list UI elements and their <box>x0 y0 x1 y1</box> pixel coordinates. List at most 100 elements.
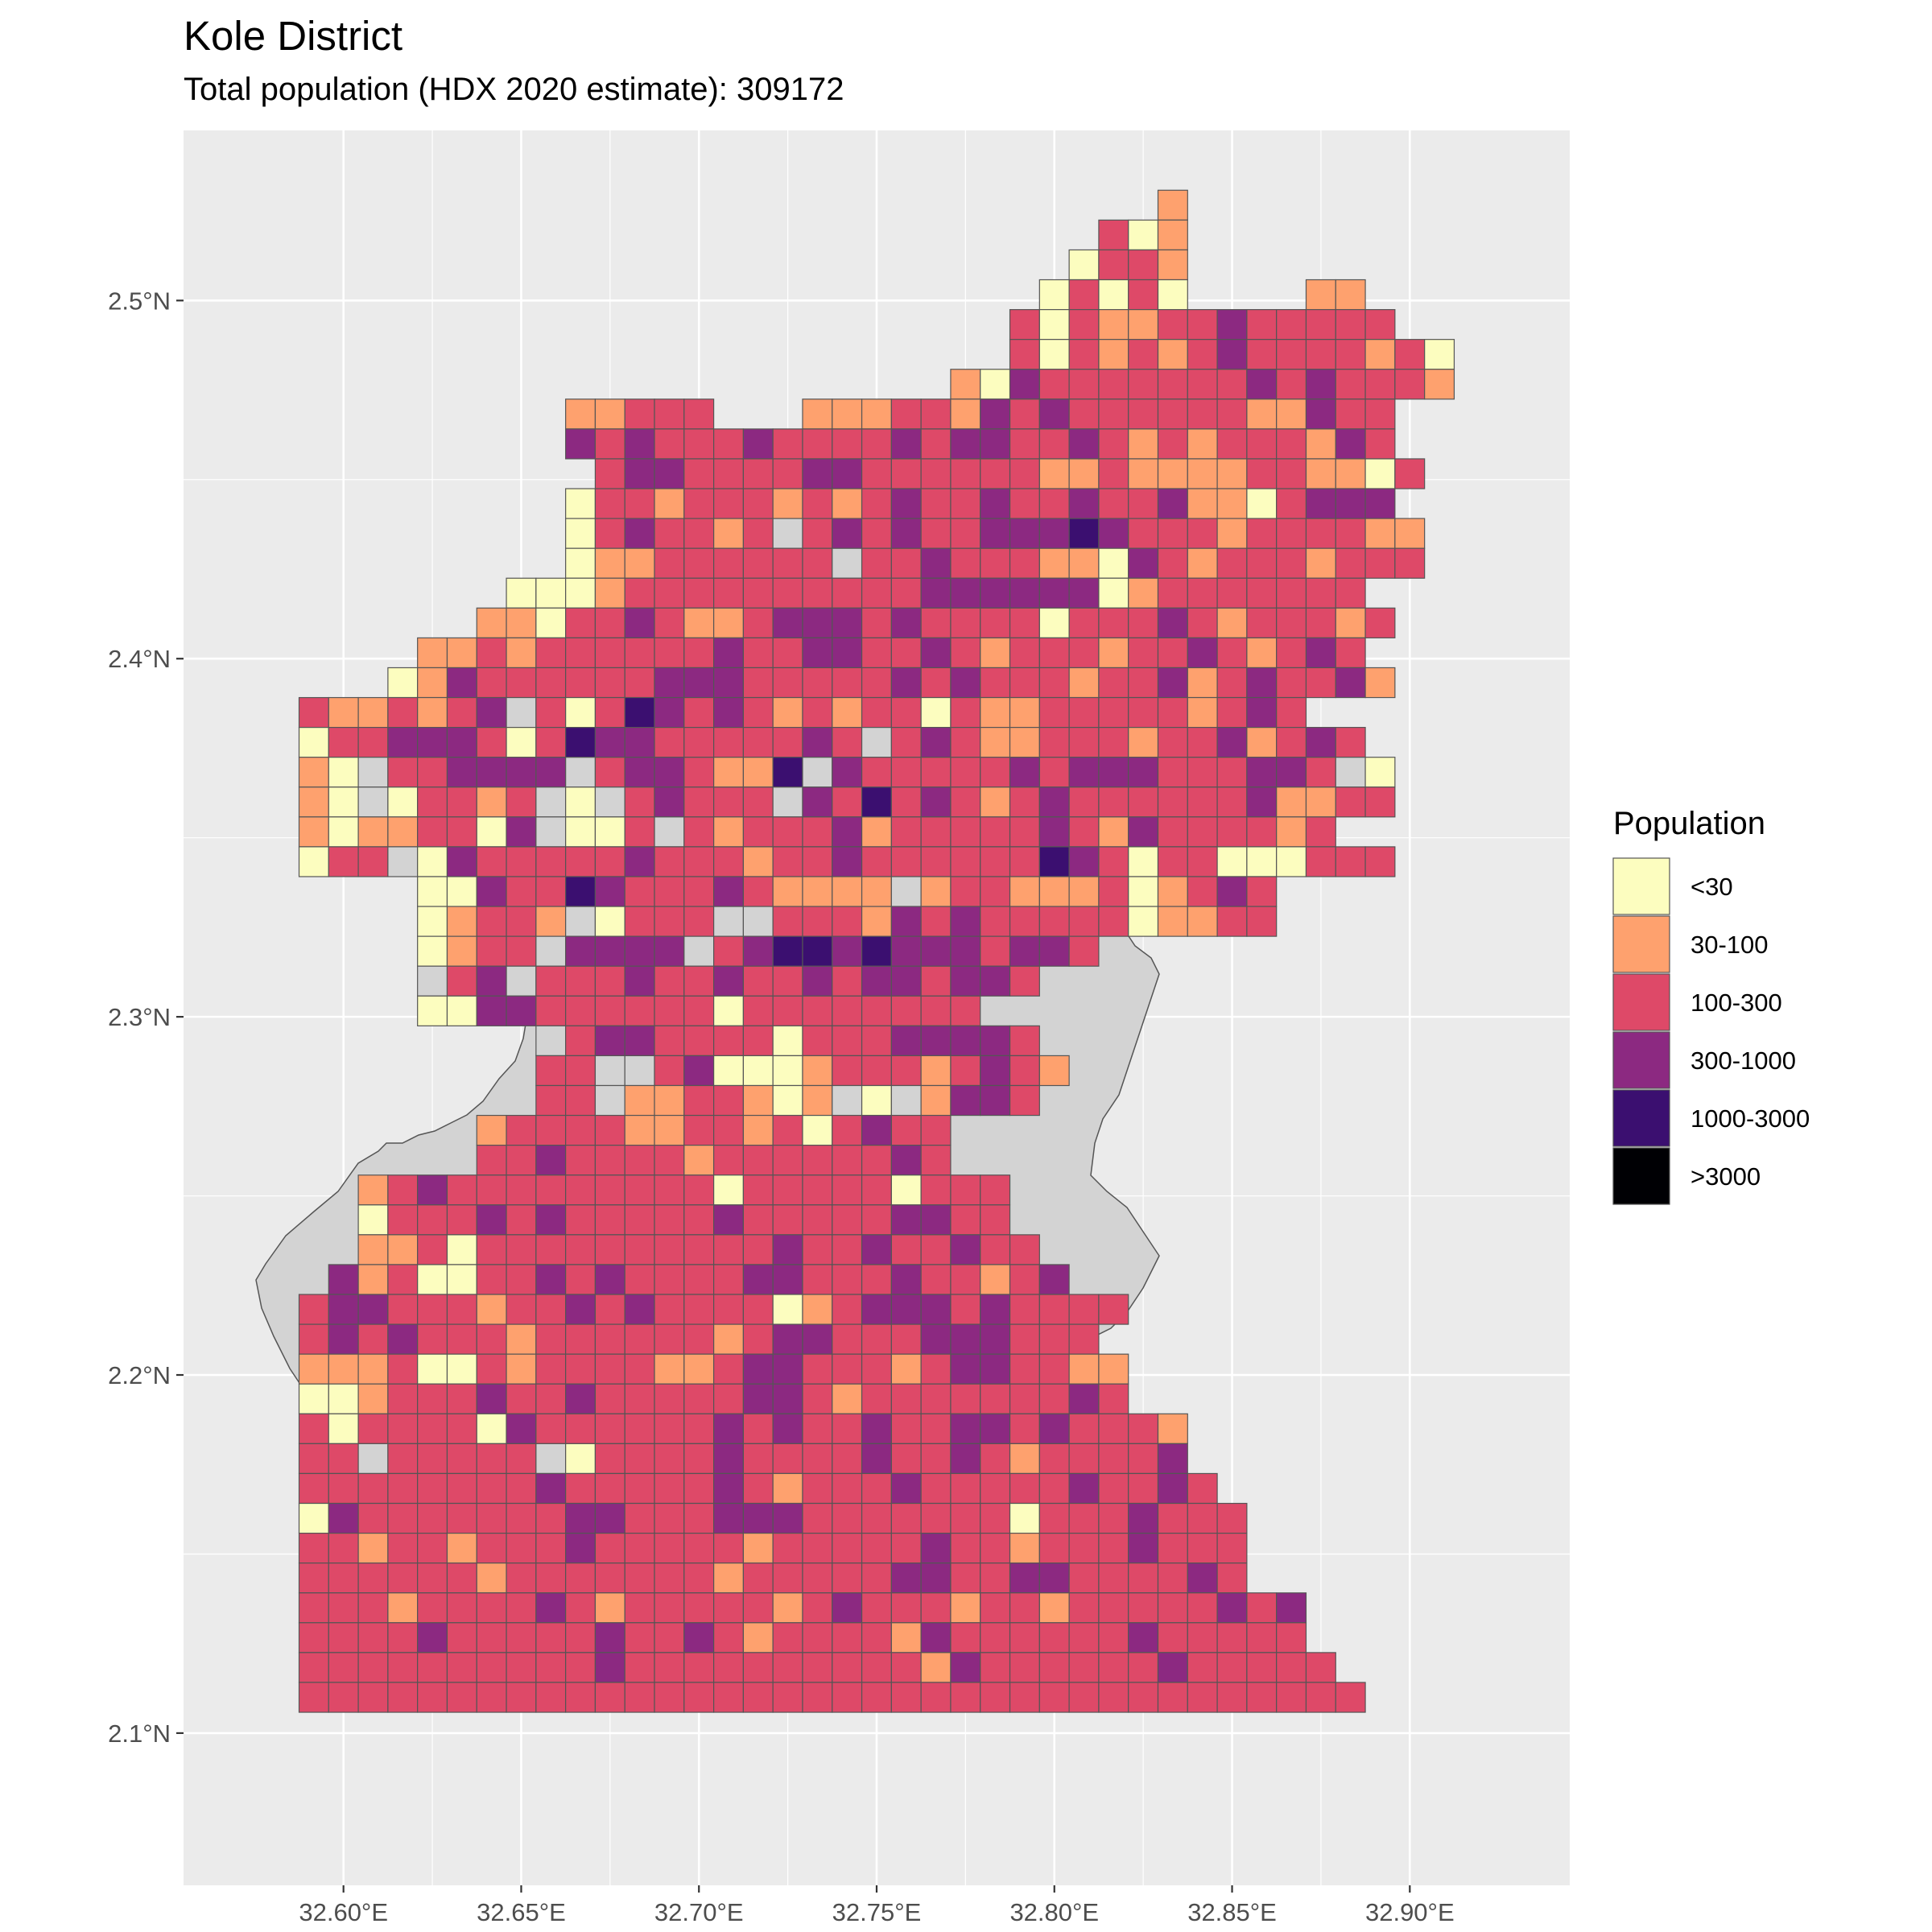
population-cell <box>446 1294 477 1325</box>
population-cell <box>920 1145 952 1176</box>
population-cell <box>802 1294 833 1325</box>
population-cell <box>1098 607 1129 638</box>
population-cell <box>565 1234 597 1265</box>
population-cell <box>980 1264 1011 1295</box>
population-cell <box>1038 279 1070 311</box>
population-cell <box>506 1413 537 1444</box>
population-cell <box>476 1234 507 1265</box>
population-cell <box>890 1323 922 1355</box>
population-cell <box>920 816 952 848</box>
population-cell <box>1216 846 1248 877</box>
legend-label: 30-100 <box>1690 931 1769 959</box>
population-cell <box>713 428 744 460</box>
population-cell <box>683 1563 715 1594</box>
population-cell <box>1098 308 1129 341</box>
population-cell <box>624 1294 655 1325</box>
population-cell <box>1098 1472 1129 1505</box>
population-cell <box>1128 518 1159 549</box>
population-cell <box>298 846 329 877</box>
population-cell <box>1038 398 1070 430</box>
population-cell <box>446 637 477 669</box>
population-cell <box>832 458 863 489</box>
population-cell <box>802 1592 833 1624</box>
population-cell <box>1335 369 1366 400</box>
population-cell <box>1246 667 1278 699</box>
population-cell <box>713 965 744 997</box>
population-cell <box>683 816 715 848</box>
population-cell <box>861 1234 892 1265</box>
population-cell <box>832 995 863 1026</box>
population-cell <box>446 727 477 758</box>
population-cell <box>1098 876 1129 907</box>
population-cell <box>742 816 774 848</box>
population-cell <box>742 935 774 967</box>
population-cell <box>1187 1532 1218 1564</box>
population-cell <box>417 1472 448 1505</box>
population-cell <box>654 1353 685 1385</box>
population-cell <box>683 1502 715 1534</box>
population-cell <box>832 1264 863 1295</box>
population-cell <box>713 1622 744 1653</box>
population-cell <box>950 1174 981 1206</box>
population-cell <box>654 1174 685 1206</box>
population-cell <box>565 1383 597 1414</box>
population-cell <box>417 965 448 997</box>
population-cell <box>1068 1532 1100 1564</box>
population-cell <box>713 816 744 848</box>
population-cell <box>861 876 892 907</box>
population-cell <box>832 935 863 967</box>
population-cell <box>1038 518 1070 549</box>
population-cell <box>1276 757 1307 788</box>
population-cell <box>298 1383 329 1414</box>
population-cell <box>742 1443 774 1475</box>
population-cell <box>1246 1622 1278 1653</box>
population-cell <box>683 518 715 549</box>
population-cell <box>1068 727 1100 758</box>
population-cell <box>802 816 833 848</box>
population-cell <box>861 1264 892 1295</box>
population-cell <box>832 727 863 758</box>
population-cell <box>1216 667 1248 699</box>
population-cell <box>594 1294 625 1325</box>
population-cell <box>802 1622 833 1653</box>
population-cell <box>1068 816 1100 848</box>
population-cell <box>950 488 981 519</box>
population-cell <box>565 1174 597 1206</box>
population-cell <box>832 488 863 519</box>
population-cell <box>506 1383 537 1414</box>
population-cell <box>683 1055 715 1087</box>
population-cell <box>802 398 833 430</box>
population-cell <box>1187 1563 1218 1594</box>
population-cell <box>506 846 537 877</box>
population-cell <box>1246 547 1278 579</box>
population-cell <box>950 696 981 729</box>
population-cell <box>1364 846 1396 877</box>
population-cell <box>654 607 685 638</box>
population-cell <box>713 1323 744 1355</box>
population-cell <box>565 1682 597 1713</box>
population-cell <box>1305 428 1336 460</box>
population-cell <box>1305 727 1336 758</box>
population-cell <box>1424 369 1455 400</box>
population-cell <box>861 488 892 519</box>
population-cell <box>980 1622 1011 1653</box>
population-cell <box>417 935 448 967</box>
population-cell <box>1038 935 1070 967</box>
population-cell <box>594 637 625 669</box>
population-cell <box>802 1502 833 1534</box>
population-cell <box>298 1413 329 1444</box>
population-cell <box>1276 1622 1307 1653</box>
population-cell <box>890 935 922 967</box>
population-cell <box>772 846 803 877</box>
population-cell <box>654 1145 685 1176</box>
population-cell <box>535 786 567 818</box>
population-cell <box>476 1622 507 1653</box>
population-cell <box>624 1592 655 1624</box>
population-cell <box>1216 308 1248 341</box>
population-cell <box>920 458 952 489</box>
population-cell <box>535 1025 567 1057</box>
population-cell <box>1187 428 1218 460</box>
population-cell <box>1009 757 1040 788</box>
population-cell <box>802 1353 833 1385</box>
population-cell <box>683 637 715 669</box>
